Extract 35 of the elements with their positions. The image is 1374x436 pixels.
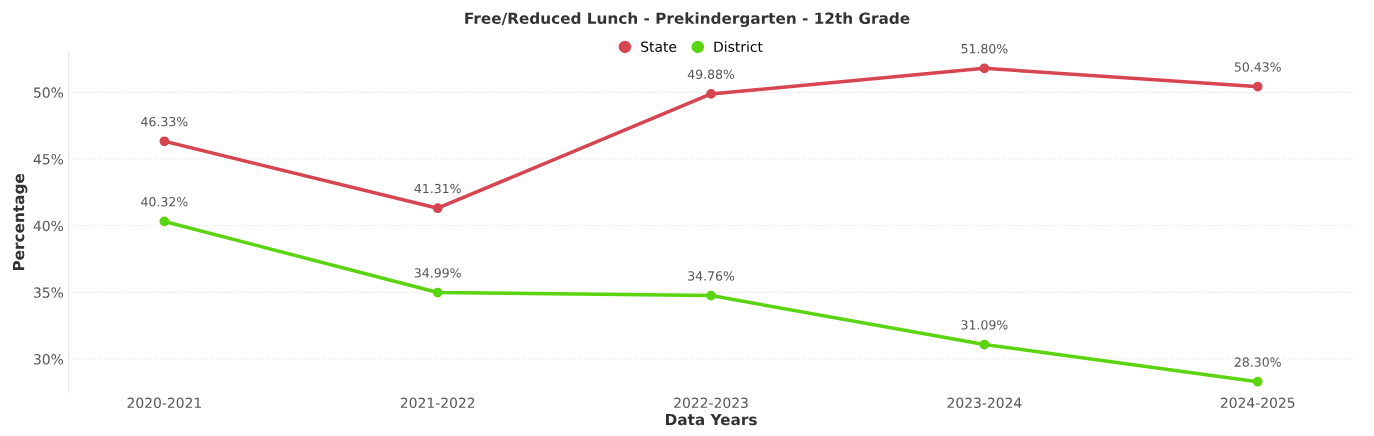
point bbox=[432, 287, 443, 298]
data-label: 31.09% bbox=[961, 320, 1008, 330]
y-tick-label: 40% bbox=[33, 220, 64, 232]
y-tick-label: 30% bbox=[34, 354, 64, 365]
point bbox=[1252, 376, 1263, 387]
data-label: 51.80% bbox=[961, 43, 1008, 54]
y-tick-label: 35% bbox=[34, 287, 64, 298]
legend-label: State bbox=[641, 41, 677, 52]
data-label: 34.76% bbox=[688, 271, 735, 281]
x-tick-label: 2022-2023 bbox=[674, 397, 748, 409]
point bbox=[979, 339, 990, 350]
x-tick-label: 2024-2025 bbox=[1220, 397, 1295, 409]
point bbox=[979, 63, 990, 74]
data-label: 49.88% bbox=[687, 69, 735, 80]
data-label: 50.43% bbox=[1234, 62, 1281, 72]
x-tick-label: 2023-2024 bbox=[947, 397, 1022, 409]
legend-label: District bbox=[714, 41, 763, 52]
data-label: 41.31% bbox=[414, 183, 461, 194]
x-axis-title: Data Years bbox=[666, 413, 757, 426]
point bbox=[159, 136, 170, 147]
point bbox=[706, 290, 716, 301]
y-axis-title: Percentage bbox=[12, 173, 28, 271]
y-tick-label: 45% bbox=[33, 153, 64, 165]
point bbox=[1252, 81, 1263, 92]
data-label: 34.99% bbox=[414, 268, 461, 278]
point bbox=[432, 203, 443, 214]
point bbox=[706, 89, 716, 99]
x-tick-label: 2021-2022 bbox=[400, 397, 475, 409]
data-label: 46.33% bbox=[141, 116, 188, 127]
data-label: 40.32% bbox=[141, 197, 188, 207]
point bbox=[159, 216, 170, 227]
data-label: 28.30% bbox=[1234, 357, 1281, 367]
y-tick-label: 50% bbox=[34, 87, 64, 98]
x-tick-label: 2020-2021 bbox=[127, 397, 201, 409]
chart-title: Free/Reduced Lunch - Prekindergarten - 12th Grade bbox=[465, 12, 910, 28]
